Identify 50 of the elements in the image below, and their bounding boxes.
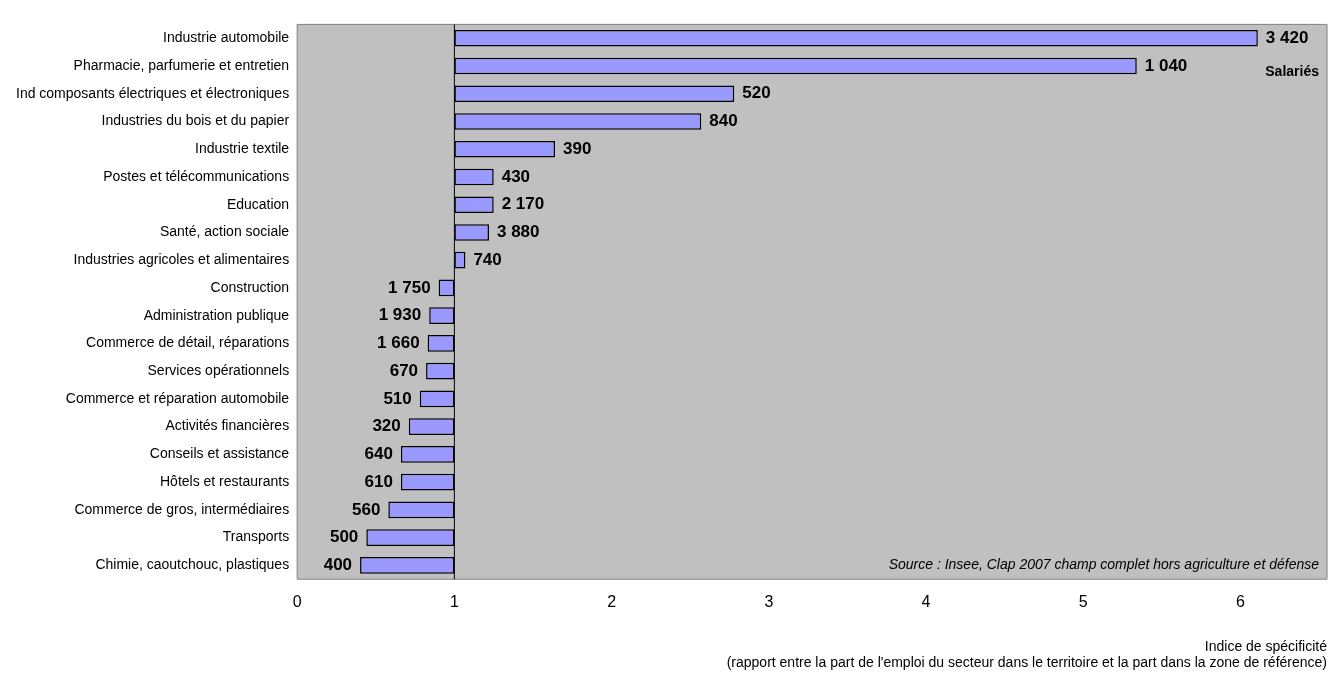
annotation: Salariés [1265,62,1320,79]
y-tick-label: Industrie automobile [163,29,290,46]
annotation: 670 [389,360,419,380]
y-tick-label: Industries agricoles et alimentaires [73,251,290,268]
annotation: 840 [709,111,738,131]
y-tick-label: Hôtels et restaurants [159,472,290,489]
y-tick-label: Chimie, caoutchouc, plastiques [95,556,290,573]
y-tick-label: Activités financières [165,417,290,434]
y-tick-label: Commerce de gros, intermédiaires [74,500,290,517]
annotation: 400 [323,555,353,575]
annotation: 1 930 [378,305,422,325]
x-axis-title: Indice de spécificité (rapport entre la part de l'emploi du secteur dans le territoire et la part dans la zone de référence) [726,637,1328,671]
x-tick-label: 0 [292,593,302,611]
y-tick-label: Santé, action sociale [159,223,290,240]
annotation: 610 [364,471,393,491]
annotation: 430 [501,166,531,186]
annotation: 320 [372,416,401,436]
y-tick-label: Commerce et réparation automobile [65,389,290,406]
y-tick-label: Commerce de détail, réparations [86,334,290,351]
annotation: 2 170 [501,194,545,214]
y-tick-label: Ind composants électriques et électroniques [15,84,290,101]
annotation: 740 [473,249,502,269]
y-tick-label: Transports [222,528,290,545]
x-tick-label: 1 [449,593,459,611]
annotation: 1 660 [377,333,420,353]
annotation: 500 [329,527,359,547]
y-tick-label: Industrie textile [194,140,290,157]
y-tick-label: Postes et télécommunications [103,167,290,184]
annotation: 1 040 [1144,55,1188,75]
x-tick-label: 3 [764,593,774,611]
annotation: 3 880 [496,222,540,242]
annotation: 3 420 [1265,27,1309,47]
annotation: 640 [364,444,393,464]
x-tick-label: 2 [607,593,617,611]
annotation: 510 [383,388,412,408]
annotation: 390 [563,138,592,158]
y-tick-label: Construction [210,278,290,295]
y-tick-label: Industries du bois et du papier [101,112,290,129]
y-tick-label: Administration publique [143,306,290,323]
y-tick-label: Education [226,195,290,212]
x-tick-label: 6 [1236,593,1246,611]
annotation: 520 [742,83,771,103]
x-tick-label: 4 [921,593,931,611]
y-tick-label: Conseils et assistance [149,445,290,462]
annotation: Source : Insee, Clap 2007 champ complet hors agriculture et défense [888,556,1320,573]
y-tick-label: Pharmacie, parfumerie et entretien [73,56,290,73]
x-tick-label: 5 [1078,593,1088,611]
annotation: 560 [351,499,381,519]
annotation: 1 750 [388,277,431,297]
y-tick-label: Services opérationnels [147,362,290,379]
